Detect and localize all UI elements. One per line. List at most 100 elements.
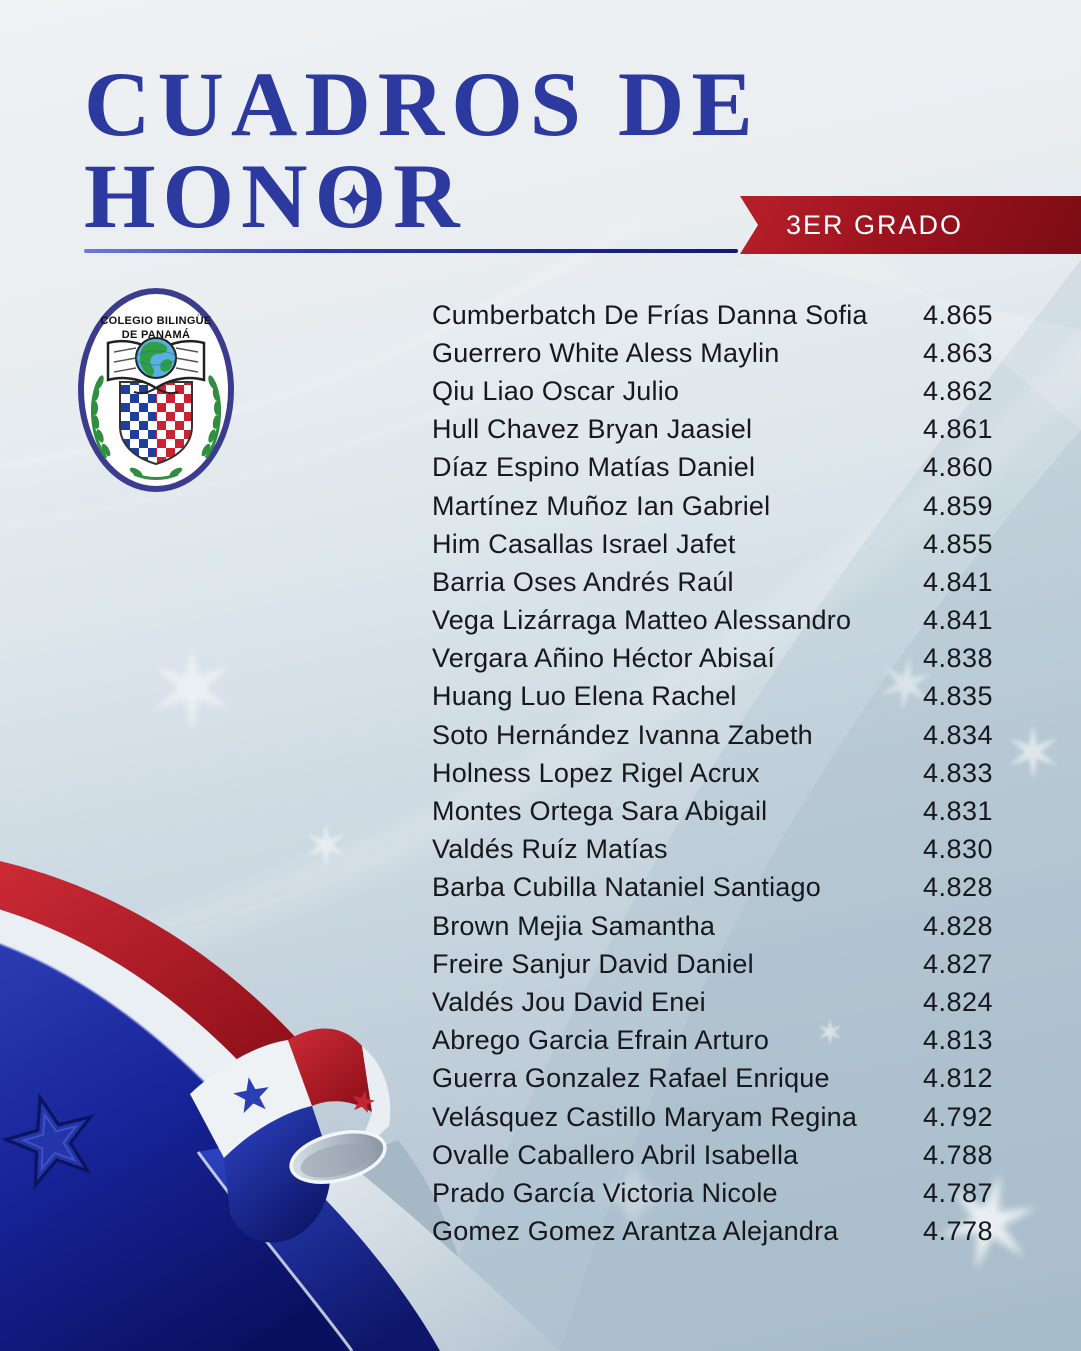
- student-score: 4.835: [922, 681, 994, 712]
- grade-ribbon: 3ER GRADO: [740, 196, 1081, 254]
- title-line2-pre: HON: [84, 145, 315, 247]
- student-name: Montes Ortega Sara Abigail: [432, 796, 768, 827]
- logo-laurel: [90, 375, 222, 480]
- student-row: Valdés Ruíz Matías 4.830: [432, 831, 1004, 869]
- student-name: Him Casallas Israel Jafet: [432, 528, 736, 559]
- student-score: 4.824: [922, 986, 994, 1017]
- student-score: 4.855: [922, 528, 994, 559]
- title-line2: HONO ✦ R: [84, 150, 760, 242]
- student-score: 4.833: [922, 757, 994, 788]
- student-name: Gomez Gomez Arantza Alejandra: [432, 1216, 839, 1247]
- student-row: Brown Mejia Samantha 4.828: [432, 907, 1004, 945]
- student-row: Guerrero White Aless Maylin 4.863: [432, 334, 1004, 372]
- student-name: Velásquez Castillo Maryam Regina: [432, 1101, 858, 1132]
- student-score: 4.787: [922, 1177, 994, 1208]
- title-line2-post: R: [393, 145, 467, 247]
- student-row: Soto Hernández Ivanna Zabeth 4.834: [432, 716, 1004, 754]
- flag-blue-star-icon: [230, 1074, 273, 1115]
- student-row: Barria Oses Andrés Raúl 4.841: [432, 563, 1004, 601]
- student-name: Hull Chavez Bryan Jaasiel: [432, 414, 753, 445]
- student-name: Freire Sanjur David Daniel: [432, 948, 754, 979]
- student-name: Díaz Espino Matías Daniel: [432, 452, 756, 483]
- flag-panel-white1: [190, 1040, 312, 1158]
- student-row: Qiu Liao Oscar Julio 4.862: [432, 372, 1004, 410]
- student-row: Guerra Gonzalez Rafael Enrique 4.812: [432, 1060, 1004, 1098]
- glow-star-icon: [306, 823, 346, 867]
- student-row: Ovalle Caballero Abril Isabella 4.788: [432, 1136, 1004, 1174]
- logo-school-name-line1: COLEGIO BILINGÜE: [100, 314, 211, 327]
- student-score: 4.865: [922, 299, 994, 330]
- student-score: 4.863: [922, 337, 994, 368]
- student-row: Cumberbatch De Frías Danna Sofia 4.865: [432, 296, 1004, 334]
- student-row: Velásquez Castillo Maryam Regina 4.792: [432, 1098, 1004, 1136]
- student-row: Holness Lopez Rigel Acrux 4.833: [432, 754, 1004, 792]
- student-score: 4.831: [922, 796, 994, 827]
- student-name: Cumberbatch De Frías Danna Sofia: [432, 299, 868, 330]
- student-score: 4.861: [922, 414, 994, 445]
- glow-star-icon: [211, 1074, 237, 1104]
- sparkle-icon: ✦: [337, 179, 370, 222]
- student-row: Barba Cubilla Nataniel Santiago 4.828: [432, 869, 1004, 907]
- student-row: Martínez Muñoz Ian Gabriel 4.859: [432, 487, 1004, 525]
- flag-panel-blue: [224, 1106, 331, 1243]
- student-score: 4.813: [922, 1025, 994, 1056]
- logo-globe: [135, 337, 177, 379]
- student-row: Hull Chavez Bryan Jaasiel 4.861: [432, 411, 1004, 449]
- page-title: CUADROS DE HONO ✦ R: [84, 58, 760, 242]
- school-logo: COLEGIO BILINGÜE DE PANAMÁ: [78, 288, 234, 492]
- student-score: 4.830: [922, 834, 994, 865]
- student-row: Huang Luo Elena Rachel 4.835: [432, 678, 1004, 716]
- student-score: 4.860: [922, 452, 994, 483]
- student-row: Him Casallas Israel Jafet 4.855: [432, 525, 1004, 563]
- student-score: 4.828: [922, 910, 994, 941]
- student-name: Valdés Ruíz Matías: [432, 834, 668, 865]
- student-score: 4.778: [922, 1216, 994, 1247]
- student-row: Valdés Jou David Enei 4.824: [432, 983, 1004, 1021]
- embossed-star-icon: [0, 1084, 106, 1191]
- student-name: Qiu Liao Oscar Julio: [432, 375, 680, 406]
- student-score: 4.859: [922, 490, 994, 521]
- student-row: Gomez Gomez Arantza Alejandra 4.778: [432, 1213, 1004, 1251]
- student-name: Barria Oses Andrés Raúl: [432, 566, 734, 597]
- student-name: Martínez Muñoz Ian Gabriel: [432, 490, 771, 521]
- student-score: 4.788: [922, 1139, 994, 1170]
- student-name: Holness Lopez Rigel Acrux: [432, 757, 760, 788]
- student-name: Guerra Gonzalez Rafael Enrique: [432, 1063, 830, 1094]
- student-score: 4.862: [922, 375, 994, 406]
- student-row: Prado García Victoria Nicole 4.787: [432, 1174, 1004, 1212]
- student-name: Abrego Garcia Efrain Arturo: [432, 1025, 770, 1056]
- flag-curl: [289, 1130, 387, 1184]
- student-score: 4.828: [922, 872, 994, 903]
- student-name: Ovalle Caballero Abril Isabella: [432, 1139, 799, 1170]
- student-score: 4.841: [922, 566, 994, 597]
- student-name: Vega Lizárraga Matteo Alessandro: [432, 605, 852, 636]
- student-score: 4.838: [922, 643, 994, 674]
- student-name: Guerrero White Aless Maylin: [432, 337, 780, 368]
- student-list: Cumberbatch De Frías Danna Sofia 4.865 G…: [432, 296, 1004, 1251]
- student-name: Soto Hernández Ivanna Zabeth: [432, 719, 813, 750]
- student-row: Freire Sanjur David Daniel 4.827: [432, 945, 1004, 983]
- student-name: Huang Luo Elena Rachel: [432, 681, 737, 712]
- glow-star-icon: [153, 644, 231, 732]
- title-line1: CUADROS DE: [84, 53, 760, 155]
- grade-badge-label: 3ER GRADO: [785, 209, 964, 240]
- flag-red-star-icon: [349, 1087, 377, 1114]
- student-row: Montes Ortega Sara Abigail 4.831: [432, 792, 1004, 830]
- flag-panel-white2: [352, 1046, 391, 1160]
- flag-panel-red: [288, 1028, 372, 1112]
- student-name: Prado García Victoria Nicole: [432, 1177, 778, 1208]
- student-name: Brown Mejia Samantha: [432, 910, 716, 941]
- glow-star-icon: [1009, 724, 1057, 780]
- student-score: 4.834: [922, 719, 994, 750]
- student-score: 4.827: [922, 948, 994, 979]
- student-row: Abrego Garcia Efrain Arturo 4.813: [432, 1022, 1004, 1060]
- title-letter-o: O ✦: [314, 145, 394, 247]
- student-row: Vega Lizárraga Matteo Alessandro 4.841: [432, 602, 1004, 640]
- student-name: Valdés Jou David Enei: [432, 986, 706, 1017]
- student-row: Díaz Espino Matías Daniel 4.860: [432, 449, 1004, 487]
- student-name: Vergara Añino Héctor Abisaí: [432, 643, 776, 674]
- student-score: 4.841: [922, 605, 994, 636]
- student-name: Barba Cubilla Nataniel Santiago: [432, 872, 821, 903]
- title-underline: [84, 249, 738, 253]
